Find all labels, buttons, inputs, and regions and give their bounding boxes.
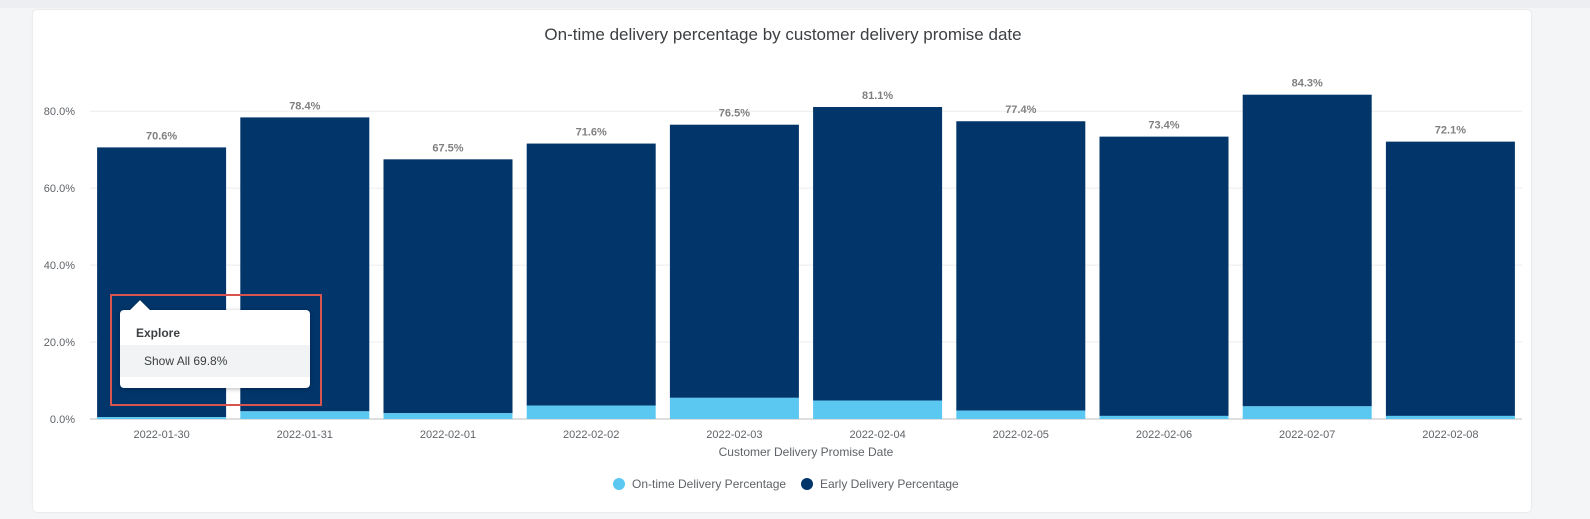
x-axis-ticks: 2022-01-30 2022-01-31 2022-02-01 2022-02-02… (133, 429, 1478, 441)
bar-ontime-2022-02-07 (1242, 406, 1372, 419)
bar-ontime-2022-02-05 (956, 410, 1086, 419)
x-tick-label-2022-02-01: 2022-02-01 (420, 429, 476, 441)
x-tick-label-2022-02-02: 2022-02-02 (563, 429, 619, 441)
value-label-2022-02-04: 81.1% (862, 90, 893, 102)
legend: On-time Delivery Percentage Early Deliver… (613, 477, 959, 491)
bar-ontime-2022-02-08 (1385, 415, 1515, 419)
value-label-2022-02-02: 71.6% (576, 127, 607, 139)
x-tick-label-2022-02-05: 2022-02-05 (993, 429, 1049, 441)
x-tick-label-2022-01-31: 2022-01-31 (277, 429, 333, 441)
bar-early-2022-02-04 (813, 107, 943, 401)
bar-ontime-2022-02-06 (1099, 415, 1229, 419)
chart-title: On-time delivery percentage by customer … (544, 25, 1021, 44)
value-label-2022-02-03: 76.5% (719, 108, 750, 120)
bar-ontime-2022-02-04 (813, 400, 943, 419)
bar-ontime-2022-02-03 (669, 397, 799, 419)
value-label-2022-01-31: 78.4% (289, 100, 320, 112)
top-strip (0, 0, 1590, 8)
x-tick-label-2022-01-30: 2022-01-30 (133, 429, 189, 441)
value-labels: 70.6% 78.4% 67.5% 71.6% 76.5% 81.1% 77.4% 73.4%… (146, 78, 1466, 155)
value-label-2022-02-05: 77.4% (1005, 104, 1036, 116)
x-tick-label-2022-02-06: 2022-02-06 (1136, 429, 1192, 441)
x-axis-title: Customer Delivery Promise Date (719, 445, 894, 459)
tooltip-header: Explore (136, 326, 181, 340)
legend-swatch-ontime (613, 478, 625, 490)
bar-ontime-2022-02-02 (526, 405, 656, 419)
x-tick-label-2022-02-04: 2022-02-04 (849, 429, 905, 441)
value-label-2022-02-06: 73.4% (1148, 120, 1179, 132)
bar-early-2022-02-01 (383, 159, 513, 414)
x-tick-label-2022-02-03: 2022-02-03 (706, 429, 762, 441)
y-tick-label: 80.0% (44, 106, 75, 118)
value-label-2022-02-07: 84.3% (1292, 78, 1323, 90)
x-tick-label-2022-02-07: 2022-02-07 (1279, 429, 1335, 441)
show-all-menu-item[interactable]: Show All 69.8% (120, 345, 310, 377)
highlight-box (110, 294, 322, 406)
value-label-2022-02-08: 72.1% (1435, 125, 1466, 137)
legend-label-early: Early Delivery Percentage (820, 477, 959, 491)
bar-early-2022-02-07 (1242, 94, 1372, 407)
bar-early-2022-02-08 (1385, 141, 1515, 416)
legend-label-ontime: On-time Delivery Percentage (632, 477, 786, 491)
legend-swatch-early (801, 478, 813, 490)
y-tick-label: 40.0% (44, 260, 75, 272)
y-tick-label: 20.0% (44, 337, 75, 349)
bar-ontime-2022-01-30 (97, 417, 227, 419)
bar-early-2022-02-02 (526, 143, 656, 406)
x-tick-label-2022-02-08: 2022-02-08 (1422, 429, 1478, 441)
bar-early-2022-02-05 (956, 121, 1086, 411)
bar-ontime-2022-02-01 (383, 413, 513, 419)
explore-tooltip: Explore Show All 69.8% (120, 300, 310, 388)
bar-ontime-2022-01-31 (240, 411, 370, 419)
value-label-2022-02-01: 67.5% (432, 142, 463, 154)
bar-early-2022-02-03 (669, 124, 799, 398)
y-tick-label: 60.0% (44, 183, 75, 195)
y-axis-ticks: 0.0% 20.0% 40.0% 60.0% 80.0% (44, 106, 75, 426)
value-label-2022-01-30: 70.6% (146, 130, 177, 142)
y-tick-label: 0.0% (50, 414, 75, 426)
bar-early-2022-02-06 (1099, 136, 1229, 416)
